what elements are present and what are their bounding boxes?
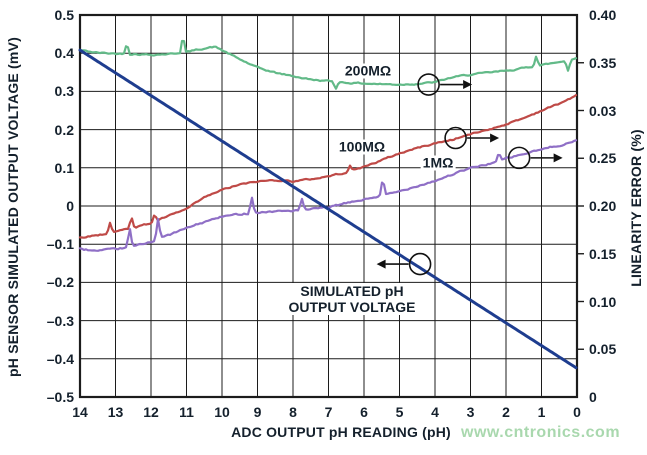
left-axis-tick-label: –0.1 (46, 236, 74, 253)
x-axis-tick-label: 10 (214, 404, 230, 420)
annotation-circle (408, 252, 432, 276)
annotation-arrowhead (463, 80, 473, 90)
annotation-circle (507, 146, 531, 170)
left-axis-tick-label: –0.2 (46, 274, 74, 291)
series-curve-SIMULATED pH OUTPUT VOLTAGE (78, 48, 578, 370)
curve-label-200mohm: 200MΩ (342, 62, 394, 79)
curve-label-1mohm: 1MΩ (420, 154, 456, 171)
x-axis-tick-label: 7 (324, 404, 333, 420)
annotation-arrowhead (490, 133, 500, 143)
right-axis-tick-label: 0.10 (589, 293, 617, 310)
x-axis-tick-label: 1 (537, 404, 546, 420)
left-axis-tick-label: 0.5 (54, 7, 74, 23)
right-axis-tick-label: 0.15 (589, 245, 617, 262)
x-axis-tick-label: 3 (466, 404, 475, 420)
right-axis-tick-label: 0.05 (589, 341, 617, 358)
right-axis-tick-label: 0 (589, 389, 597, 405)
right-axis-tick-label: 0.40 (589, 7, 617, 23)
left-axis-tick-label: 0.3 (54, 83, 74, 100)
left-axis-tick-label: –0.4 (46, 350, 74, 367)
curve-label-100mohm: 100MΩ (336, 138, 388, 155)
annotation-arrowhead (376, 259, 386, 269)
x-axis-tick-label: 11 (179, 404, 194, 420)
watermark-text: www.cntronics.com (461, 424, 621, 441)
right-axis-tick-label: 0.35 (589, 54, 617, 71)
annotation-circle (417, 73, 440, 96)
series-curve-100MΩ (78, 94, 578, 239)
annotation-circle (444, 126, 467, 150)
x-axis-tick-label: 5 (395, 404, 404, 420)
annotation-arrowhead (553, 153, 563, 163)
right-axis-tick-label: 0.20 (589, 198, 617, 214)
x-axis-tick-label: 14 (72, 404, 88, 420)
x-axis-tick-label: 13 (107, 404, 124, 420)
left-axis-tick-label: –0.3 (46, 312, 74, 329)
x-axis-tick-label: 6 (360, 404, 368, 420)
x-axis-tick-label: 0 (573, 404, 581, 420)
left-axis-tick-label: 0.4 (54, 45, 74, 62)
left-axis-tick-label: –0.5 (46, 389, 74, 405)
series-curve-200MΩ (78, 39, 578, 90)
left-axis-tick-label: 0.2 (54, 121, 74, 138)
x-axis-tick-label: 8 (289, 404, 297, 420)
x-axis-title: ADC OUTPUT pH READING (pH) (231, 424, 451, 440)
curve-label-simulated-ph-line2: OUTPUT VOLTAGE (288, 299, 416, 315)
left-axis-title: pH SENSOR SIMULATED OUTPUT VOLTAGE (mV) (5, 37, 21, 377)
curve-label-simulated-ph-line1: SIMULATED pH (300, 283, 404, 299)
x-axis-tick-label: 4 (431, 404, 439, 420)
x-axis-tick-label: 2 (502, 404, 510, 420)
x-axis-tick-label: 12 (143, 404, 159, 420)
left-axis-tick-label: 0 (66, 198, 74, 214)
right-axis-tick-label: 0.25 (589, 150, 617, 167)
curve-label-simulated-ph: SIMULATED pH OUTPUT VOLTAGE (285, 283, 419, 315)
x-axis-tick-label: 9 (253, 404, 262, 420)
right-axis-tick-label: 0.03 (589, 102, 617, 119)
left-axis-tick-label: 0.1 (54, 159, 74, 176)
